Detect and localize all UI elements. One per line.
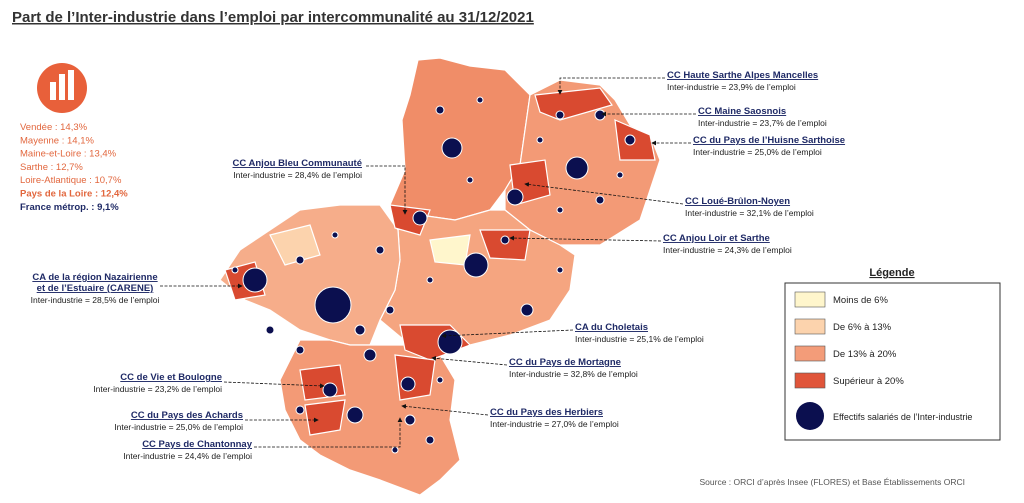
callout-name: CA du Choletais (575, 322, 648, 333)
callout-text: Inter-industrie = 23,9% de l’emploi (667, 82, 796, 92)
circle (391, 446, 399, 454)
circle (265, 325, 275, 335)
callout-name: CC Maine Saosnois (698, 106, 786, 117)
callout-arrow (366, 165, 408, 215)
circle (565, 156, 589, 180)
legend-swatch (794, 345, 826, 362)
legend-label: Moins de 6% (833, 295, 888, 306)
callout-arrow (401, 404, 489, 416)
callout-arrow (431, 355, 508, 366)
circle (363, 348, 377, 362)
callout-text: Inter-industrie = 32,8% de l’emploi (509, 369, 638, 379)
callout-name: CC Haute Sarthe Alpes Mancelles (667, 70, 818, 81)
legend-swatch (794, 318, 826, 335)
callout-arrow (441, 329, 574, 339)
legend-label: Supérieur à 20% (833, 376, 904, 387)
circle (624, 134, 636, 146)
callout-text: Inter-industrie = 23,2% de l’emploi (93, 384, 222, 394)
circle (295, 345, 305, 355)
callout-name: CC du Pays de l’Huisne Sarthoise (693, 135, 845, 146)
callout-name: CA de la région Nazairienne (32, 272, 157, 283)
circle (520, 303, 534, 317)
region-stat: Pays de la Loire : 12,4% (20, 189, 128, 200)
callout-text: Inter-industrie = 23,7% de l’emploi (698, 118, 827, 128)
department-stat: Loire-Atlantique : 10,7% (20, 175, 122, 186)
circle (426, 276, 434, 284)
circle (594, 109, 606, 121)
circle (476, 96, 484, 104)
callout-arrow (254, 417, 403, 448)
circle (500, 235, 510, 245)
department-stat: Sarthe : 12,7% (20, 162, 83, 173)
circle (437, 329, 463, 355)
circle (346, 406, 364, 424)
callout-arrow (509, 235, 662, 242)
callout-name: CC Anjou Bleu Communauté (233, 158, 362, 169)
circle (404, 414, 416, 426)
circle (322, 382, 338, 398)
callout-text: Inter-industrie = 28,5% de l’emploi (31, 295, 160, 305)
circle (425, 435, 435, 445)
circle (506, 188, 524, 206)
legend-title: Légende (869, 267, 914, 279)
title: Part de l’Inter-industrie dans l’emploi … (12, 9, 534, 26)
callout-text: Inter-industrie = 24,3% de l’emploi (663, 245, 792, 255)
department-stat: Vendée : 14,3% (20, 122, 88, 133)
callout-text: Inter-industrie = 25,0% de l’emploi (114, 422, 243, 432)
legend-label: Effectifs salariés de l’Inter-industrie (833, 412, 972, 422)
callout-arrow (223, 381, 325, 389)
callout-name: CC du Pays de Mortagne (509, 357, 621, 368)
circle (400, 376, 416, 392)
france-stat: France métrop. : 9,1% (20, 202, 119, 213)
department-stat: Mayenne : 14,1% (20, 135, 94, 146)
circle (616, 171, 624, 179)
circle (295, 255, 305, 265)
circle (435, 105, 445, 115)
legend-swatch (794, 291, 826, 308)
callout-name: et de l’Estuaire (CARENE) (37, 283, 154, 294)
circle (385, 305, 395, 315)
legend-label: De 13% à 20% (833, 349, 897, 360)
circle (436, 376, 444, 384)
circle (242, 267, 268, 293)
legend-circle (796, 402, 824, 430)
callout-text: Inter-industrie = 28,4% de l’emploi (233, 170, 362, 180)
circle (466, 176, 474, 184)
callout-name: CC Loué-Brûlon-Noyen (685, 196, 790, 207)
callout-text: Inter-industrie = 25,1% de l’emploi (575, 334, 704, 344)
circle (295, 405, 305, 415)
callout-arrow (524, 182, 684, 205)
callout-text: Inter-industrie = 32,1% de l’emploi (685, 208, 814, 218)
callout-arrow (557, 77, 665, 95)
logo (37, 63, 87, 113)
circle (441, 137, 463, 159)
circle (412, 210, 428, 226)
source: Source : ORCI d’après Insee (FLORES) et … (700, 477, 966, 487)
circle (331, 231, 339, 239)
callout-text: Inter-industrie = 25,0% de l’emploi (693, 147, 822, 157)
callout-text: Inter-industrie = 27,0% de l’emploi (490, 419, 619, 429)
callout-name: CC du Pays des Herbiers (490, 407, 603, 418)
circle (556, 206, 564, 214)
circle (536, 136, 544, 144)
callout-name: CC Anjou Loir et Sarthe (663, 233, 770, 244)
circle (354, 324, 366, 336)
department-stat: Maine-et-Loire : 13,4% (20, 149, 117, 160)
circle (595, 195, 605, 205)
circle (556, 266, 564, 274)
callout-name: CC Pays de Chantonnay (142, 439, 253, 450)
map (219, 57, 661, 496)
callout-name: CC du Pays des Achards (131, 410, 243, 421)
circle (314, 286, 352, 324)
callout-text: Inter-industrie = 24,4% de l’emploi (123, 451, 252, 461)
circle (231, 266, 239, 274)
circle (555, 110, 565, 120)
legend-label: De 6% à 13% (833, 322, 892, 333)
legend-swatch (794, 372, 826, 389)
circle (463, 252, 489, 278)
callout-name: CC de Vie et Boulogne (120, 372, 222, 383)
circle (375, 245, 385, 255)
